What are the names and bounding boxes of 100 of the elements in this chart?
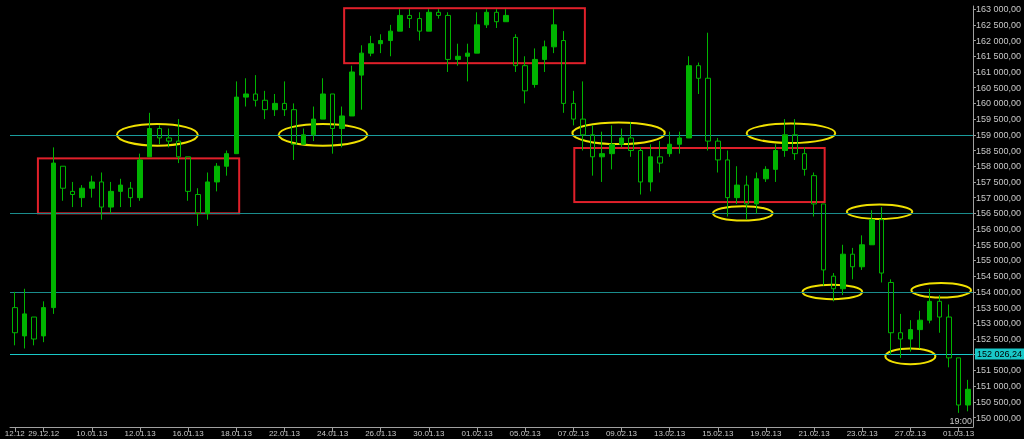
candlestick bbox=[667, 131, 672, 158]
candlestick bbox=[166, 128, 172, 148]
candlestick bbox=[291, 102, 297, 161]
candlestick bbox=[763, 165, 769, 183]
candlestick bbox=[426, 8, 432, 32]
candlestick bbox=[128, 181, 133, 208]
y-tick-label: 161 500,00 bbox=[975, 51, 1021, 62]
candlestick bbox=[638, 146, 643, 196]
candlestick bbox=[176, 118, 181, 164]
candlestick bbox=[792, 118, 798, 161]
candlestick bbox=[455, 43, 461, 67]
candlestick bbox=[571, 90, 576, 126]
candlestick bbox=[157, 124, 162, 145]
candlestick bbox=[214, 162, 220, 192]
candlestick bbox=[417, 11, 422, 42]
y-tick-label: 161 000,00 bbox=[975, 66, 1021, 77]
candlestick bbox=[301, 128, 306, 145]
candlestick bbox=[243, 77, 249, 108]
candlestick bbox=[474, 11, 480, 54]
candlestick bbox=[686, 55, 692, 139]
candlestick bbox=[79, 184, 85, 208]
candlestick bbox=[859, 234, 865, 271]
x-tick-label: 15.02.13 bbox=[702, 428, 734, 438]
x-tick-label: 30.01.13 bbox=[413, 428, 446, 438]
candlestick bbox=[484, 8, 489, 29]
candlestick bbox=[908, 319, 913, 353]
candlestick bbox=[359, 44, 364, 111]
x-tick-label: 01.02.13 bbox=[461, 428, 494, 438]
y-tick-label: 151 500,00 bbox=[975, 365, 1021, 376]
candlestick bbox=[262, 90, 268, 120]
candlestick bbox=[551, 8, 557, 54]
x-tick-label: 29.12.12 bbox=[28, 428, 60, 438]
candlestick bbox=[436, 8, 441, 20]
candlestick bbox=[41, 300, 46, 343]
x-tick-label: 13.02.13 bbox=[654, 428, 686, 438]
candlestick bbox=[349, 65, 355, 117]
candlestick bbox=[946, 303, 952, 368]
candlestick bbox=[590, 124, 595, 177]
y-tick-label: 153 000,00 bbox=[975, 318, 1021, 329]
x-tick-label: 10.01.13 bbox=[76, 428, 108, 438]
x-tick-label: 18.01.13 bbox=[220, 428, 253, 438]
candlestick bbox=[821, 203, 826, 287]
candlestick bbox=[782, 118, 788, 158]
candlestick bbox=[320, 77, 326, 120]
candlestick bbox=[831, 272, 836, 302]
candlestick bbox=[282, 80, 287, 117]
candlestick bbox=[734, 165, 740, 205]
x-tick-label: 12.12 bbox=[4, 428, 26, 438]
candlestick bbox=[888, 278, 894, 356]
candlestick bbox=[840, 244, 846, 296]
y-tick-label: 156 000,00 bbox=[975, 224, 1021, 235]
candlestick bbox=[108, 181, 114, 214]
candlestick bbox=[715, 137, 721, 174]
candlestick bbox=[956, 357, 961, 414]
candlestick bbox=[339, 106, 345, 148]
candlestick bbox=[744, 175, 749, 221]
x-tick-label: 23.02.13 bbox=[846, 428, 879, 438]
candlestick bbox=[99, 172, 104, 221]
candlestick bbox=[725, 150, 730, 217]
candlestick bbox=[628, 121, 634, 158]
candlestick bbox=[465, 43, 470, 82]
candlestick bbox=[388, 24, 393, 57]
candlestick bbox=[513, 33, 518, 73]
candlestick bbox=[368, 35, 374, 57]
y-tick-label: 162 500,00 bbox=[975, 19, 1021, 30]
candlestick bbox=[118, 178, 123, 208]
candlestick bbox=[705, 32, 711, 152]
candlestick bbox=[754, 172, 759, 214]
y-tick-label: 158 500,00 bbox=[975, 145, 1021, 156]
candlestick bbox=[22, 288, 27, 349]
candlestick bbox=[869, 209, 875, 246]
x-tick-label: 26.01.13 bbox=[365, 428, 397, 438]
x-tick-label: 27.02.13 bbox=[894, 428, 927, 438]
candlestick bbox=[648, 143, 653, 192]
x-tick-label: 05.02.13 bbox=[509, 428, 542, 438]
x-tick-label: 12.01.13 bbox=[124, 428, 157, 438]
candlestick bbox=[580, 80, 586, 152]
candlestick bbox=[561, 30, 566, 114]
x-tick-label: 07.02.13 bbox=[557, 428, 590, 438]
candlestick bbox=[927, 288, 932, 324]
y-tick-label: 153 500,00 bbox=[975, 302, 1021, 313]
x-tick-label: 16.01.13 bbox=[172, 428, 205, 438]
candlestick bbox=[696, 62, 701, 95]
candlestick bbox=[397, 8, 403, 32]
candlestick bbox=[677, 131, 682, 155]
candlestick bbox=[51, 146, 56, 315]
candlestick bbox=[89, 175, 95, 199]
candlestick bbox=[330, 93, 335, 155]
x-tick-label: 21.02.13 bbox=[798, 428, 831, 438]
candlestick bbox=[937, 294, 942, 334]
candlestick bbox=[879, 206, 884, 283]
x-tick-label: 19.02.13 bbox=[750, 428, 783, 438]
y-tick-label: 163 000,00 bbox=[975, 4, 1021, 15]
candlestick bbox=[542, 40, 547, 73]
candlestick bbox=[407, 8, 412, 29]
candlestick bbox=[494, 8, 499, 29]
candlestick bbox=[224, 150, 229, 177]
y-tick-label: 150 000,00 bbox=[975, 412, 1021, 423]
candlestick bbox=[619, 128, 624, 148]
candlestick bbox=[311, 106, 316, 142]
